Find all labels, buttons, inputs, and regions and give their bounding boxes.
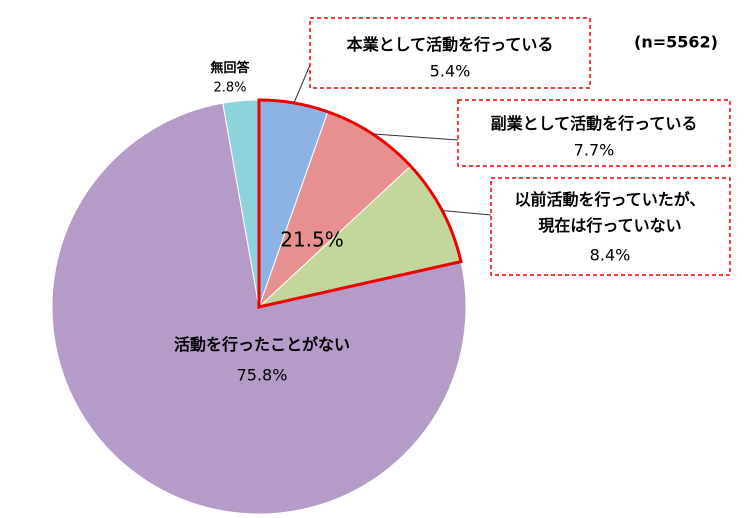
slice-label: 活動を行ったことがない: [174, 335, 350, 354]
value-label: 8.4%: [590, 246, 631, 265]
value-label: 75.8%: [237, 366, 288, 385]
total-annotation: 21.5%: [280, 228, 344, 252]
slice-label: 副業として活動を行っている: [491, 114, 698, 133]
label-box: [309, 17, 591, 89]
slice-label: 本業として活動を行っている: [347, 35, 554, 54]
value-label: 5.4%: [430, 62, 471, 81]
value-label: 7.7%: [574, 141, 615, 160]
label-box: [490, 177, 731, 276]
leader-line: [293, 64, 311, 104]
sample-size: (n=5562): [634, 33, 718, 52]
label-box: [457, 99, 731, 167]
value-label: 2.8%: [213, 81, 246, 96]
leader-line: [372, 133, 459, 141]
highlight-outline: [257, 98, 463, 309]
slice-label: 無回答: [210, 60, 250, 76]
leader-line: [442, 210, 492, 216]
pie-slice: [51, 102, 467, 515]
slice-label: 以前活動を行っていたが、現在は行っていない: [515, 190, 706, 235]
